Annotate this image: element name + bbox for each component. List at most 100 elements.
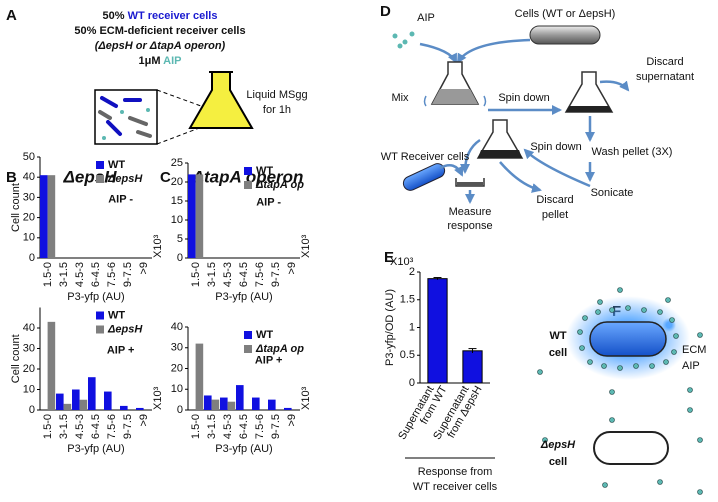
f-text: WT [549, 330, 566, 342]
bar [204, 395, 212, 410]
x-tick-label: 7.5-6 [106, 262, 118, 287]
bar [40, 175, 48, 258]
legend-swatch [96, 325, 104, 334]
a-line4b: AIP [163, 55, 181, 67]
x-tick-label: 4.5-3 [74, 414, 86, 439]
bar [79, 399, 88, 410]
legend-label: ΔtapA op [255, 179, 304, 191]
x-tick-label: 6-4.5 [238, 262, 250, 287]
legend-swatch [96, 161, 104, 169]
x-tick-label: 4.5-3 [74, 262, 86, 287]
d-text: Mix [391, 92, 409, 104]
f-text: cell [549, 347, 567, 359]
x-tick-label: 6-4.5 [90, 414, 102, 439]
x-tick-label: 7.5-6 [106, 414, 118, 439]
x-unit: X10³ [152, 386, 164, 410]
a-line1a: 50% [103, 10, 125, 22]
legend-label: ΔtapA op [255, 343, 304, 355]
legend-label: WT [256, 329, 273, 341]
bar [268, 399, 276, 410]
bar [120, 405, 128, 410]
legend-label: ΔepsH [107, 173, 143, 185]
y-axis-label: Cell count [10, 183, 22, 232]
legend-swatch [96, 311, 104, 320]
y-tick-label: 2 [409, 266, 415, 278]
a-line4: 1μM AIP [138, 55, 181, 67]
y-tick-label: 1.5 [400, 294, 415, 306]
legend-label: WT [108, 159, 125, 171]
d-text: supernatant [636, 71, 694, 83]
d-text: Spin down [498, 92, 549, 104]
x-tick-label: >9 [138, 414, 150, 427]
x-axis-label: WT receiver cells [413, 481, 498, 493]
y-unit: X10³ [390, 256, 414, 268]
y-tick-label: 30 [23, 342, 35, 354]
f-text: cell [549, 456, 567, 468]
y-tick-label: 50 [23, 151, 35, 163]
x-axis-label: P3-yfp (AU) [67, 443, 124, 455]
x-axis-label: P3-yfp (AU) [67, 291, 124, 303]
bar [88, 377, 96, 410]
y-tick-label: 10 [23, 232, 35, 244]
panel-title: ΔtapA operon [192, 167, 304, 186]
y-tick-label: 5 [177, 233, 183, 245]
x-tick-label: >9 [286, 262, 298, 275]
bar [427, 278, 448, 384]
x-unit: X10³ [300, 234, 312, 258]
f-diagram [537, 287, 703, 495]
x-axis-label: Response from [418, 466, 493, 478]
d-diagram [392, 25, 630, 204]
x-tick-label: 1.5-0 [42, 262, 54, 287]
y-axis-label: Cell count [10, 334, 22, 383]
x-tick-label: 7.5-6 [254, 414, 266, 439]
panel-label: D [380, 3, 391, 20]
d-text: Sonicate [591, 187, 634, 199]
annotation: AIP + [107, 345, 135, 357]
y-tick-label: 1 [409, 321, 415, 333]
x-axis-label: P3-yfp (AU) [215, 443, 272, 455]
d-text: Spin down [530, 141, 581, 153]
y-tick-label: 10 [171, 383, 183, 395]
legend-swatch [244, 345, 252, 353]
f-text: ΔepsH [540, 439, 576, 451]
y-tick-label: 0 [29, 404, 35, 416]
y-tick-label: 20 [23, 363, 35, 375]
bar [211, 399, 220, 410]
x-tick-label: 3-1.5 [206, 262, 218, 287]
d-text: AIP [417, 12, 435, 24]
y-tick-label: 40 [23, 171, 35, 183]
x-tick-label: 3-1.5 [58, 262, 70, 287]
x-tick-label: 1.5-0 [190, 414, 202, 439]
annotation: AIP - [256, 196, 281, 208]
panel-label: A [6, 7, 17, 24]
x-tick-label: 3-1.5 [58, 414, 70, 439]
legend-label: WT [256, 165, 273, 177]
d-text: Measure [449, 206, 492, 218]
x-tick-label: 4.5-3 [222, 414, 234, 439]
d-text: Cells (WT or ΔepsH) [515, 8, 616, 20]
bar [227, 401, 236, 410]
bar [188, 174, 196, 258]
bar [72, 389, 80, 410]
y-tick-label: 20 [171, 176, 183, 188]
bar [104, 391, 112, 410]
x-axis-label: P3-yfp (AU) [215, 291, 272, 303]
y-axis-label: P3-yfp/OD (AU) [384, 289, 396, 366]
a-diagram [94, 71, 254, 145]
x-unit: X10³ [300, 386, 312, 410]
legend-swatch [244, 181, 252, 189]
x-tick-label: 6-4.5 [238, 414, 250, 439]
bar [56, 393, 64, 410]
bar [252, 397, 260, 410]
x-tick-label: 3-1.5 [206, 414, 218, 439]
a-line1: 50% WT receiver cells [103, 10, 218, 22]
y-tick-label: 0.5 [400, 349, 415, 361]
a-line1b: WT receiver cells [128, 10, 218, 22]
x-tick-label: 1.5-0 [190, 262, 202, 287]
x-tick-label: 9-7.5 [270, 414, 282, 439]
bar [462, 350, 483, 384]
f-text: ECM [682, 344, 706, 356]
y-tick-label: 40 [171, 321, 183, 333]
x-tick-label: >9 [138, 262, 150, 275]
